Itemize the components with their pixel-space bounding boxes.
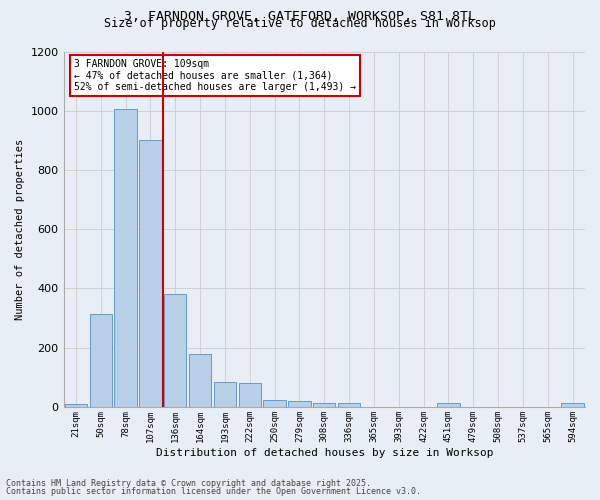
Bar	[338, 404, 360, 407]
Text: Size of property relative to detached houses in Worksop: Size of property relative to detached ho…	[104, 18, 496, 30]
Bar	[562, 404, 584, 407]
Bar	[115, 110, 137, 407]
Bar	[65, 404, 87, 407]
Y-axis label: Number of detached properties: Number of detached properties	[15, 138, 25, 320]
Text: Contains HM Land Registry data © Crown copyright and database right 2025.: Contains HM Land Registry data © Crown c…	[6, 478, 371, 488]
Bar	[189, 354, 211, 407]
Bar	[313, 404, 335, 407]
Bar	[164, 294, 187, 407]
Bar	[139, 140, 161, 407]
Text: Contains public sector information licensed under the Open Government Licence v3: Contains public sector information licen…	[6, 487, 421, 496]
Bar	[263, 400, 286, 407]
Bar	[239, 383, 261, 407]
Text: 3, FARNDON GROVE, GATEFORD, WORKSOP, S81 8TL: 3, FARNDON GROVE, GATEFORD, WORKSOP, S81…	[124, 10, 476, 23]
Bar	[437, 404, 460, 407]
Bar	[214, 382, 236, 407]
Bar	[288, 401, 311, 407]
Bar	[89, 314, 112, 407]
X-axis label: Distribution of detached houses by size in Worksop: Distribution of detached houses by size …	[155, 448, 493, 458]
Text: 3 FARNDON GROVE: 109sqm
← 47% of detached houses are smaller (1,364)
52% of semi: 3 FARNDON GROVE: 109sqm ← 47% of detache…	[74, 58, 356, 92]
